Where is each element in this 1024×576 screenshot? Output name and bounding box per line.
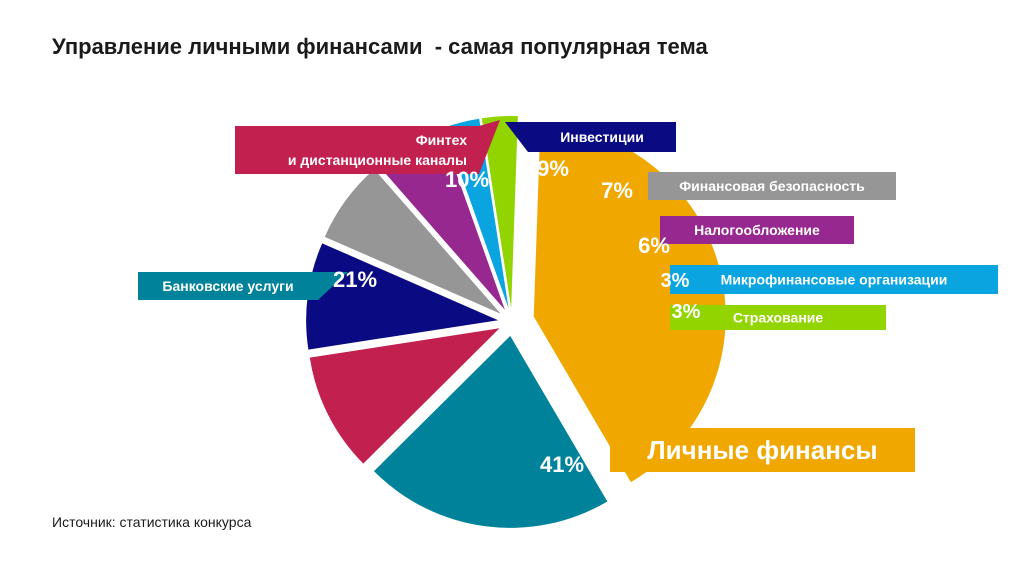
percent-label-1: 41% <box>540 452 584 477</box>
pie-slice-6 <box>378 129 505 310</box>
label-box-4 <box>528 122 676 152</box>
label-box-3 <box>235 126 479 174</box>
percent-label-3: 10% <box>445 167 489 192</box>
label-box-6 <box>660 216 854 244</box>
label-box-1 <box>610 428 915 472</box>
slice-name-label-1: Личные финансы <box>647 435 877 465</box>
slice-name-label-2: Банковские услуги <box>162 278 293 294</box>
percent-labels: 41% 21% 10% 9% 7% 6% 3% 3% <box>333 156 701 477</box>
percent-label-6: 6% <box>638 233 670 258</box>
pie-slice-8 <box>481 116 518 309</box>
slice-name-label-7: Микрофинансовые организации <box>721 271 948 287</box>
slice-name-label-4: Инвестиции <box>560 129 644 145</box>
percent-label-8: 3% <box>672 301 701 323</box>
percent-label-4: 9% <box>537 156 569 181</box>
slice-labels: Личные финансы Банковские услуги Финтех и д… <box>138 120 998 472</box>
pie-slice-2 <box>373 335 608 528</box>
slice-name-label-5: Финансовая безопасность <box>679 178 865 194</box>
source-note: Источник: статистика конкурса <box>52 514 252 530</box>
chart-title: Управление личными финансами - самая поп… <box>52 34 708 59</box>
pie-slice-4 <box>306 243 499 350</box>
percent-label-2: 21% <box>333 267 377 292</box>
label-box-7 <box>670 265 998 294</box>
label-box-8 <box>670 305 886 330</box>
slice-name-label-8: Страхование <box>733 309 824 325</box>
pie-slice-1 <box>533 124 726 483</box>
pie-slice-3 <box>309 328 500 464</box>
slice-name-label-3-line-2: и дистанционные каналы <box>288 152 467 168</box>
pie-slice-5 <box>324 169 501 314</box>
label-tail-4 <box>505 122 528 152</box>
label-tail-2 <box>318 272 348 300</box>
label-box-2 <box>138 272 318 300</box>
slice-name-label-6: Налогообложение <box>694 222 820 238</box>
percent-label-5: 7% <box>601 178 633 203</box>
slice-name-label-3-line-1: Финтех <box>416 132 467 148</box>
percent-label-7: 3% <box>661 270 690 292</box>
label-box-5 <box>648 172 896 200</box>
